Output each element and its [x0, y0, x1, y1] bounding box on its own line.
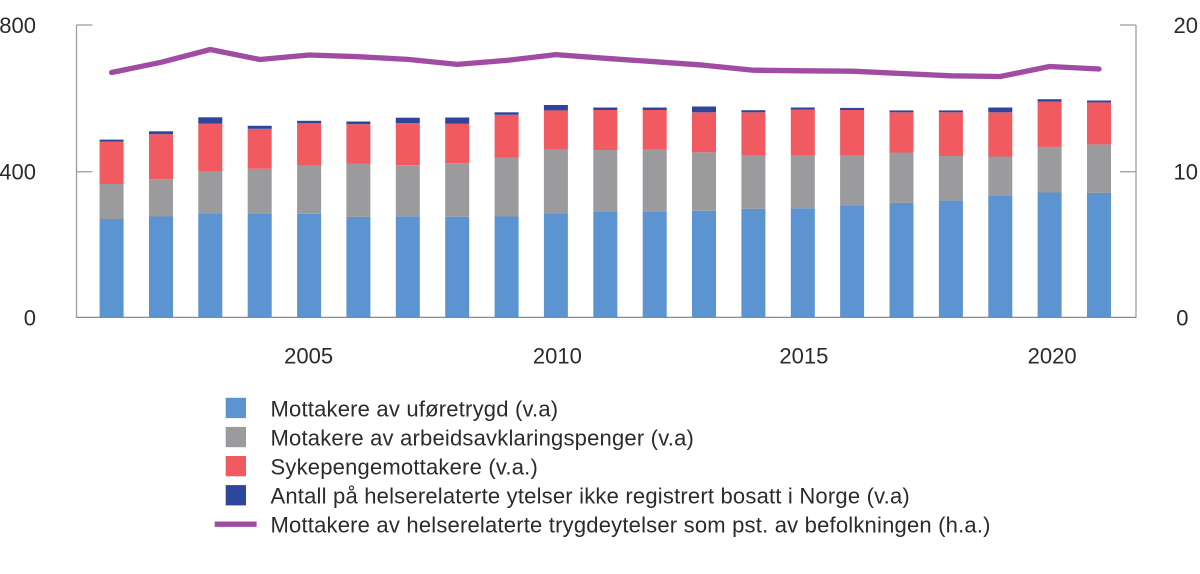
svg-text:400: 400	[0, 160, 36, 185]
svg-text:2010: 2010	[533, 343, 582, 368]
svg-text:20: 20	[1174, 13, 1198, 38]
svg-text:Mottakere av uføretrygd (v.a): Mottakere av uføretrygd (v.a)	[271, 396, 559, 421]
svg-text:2020: 2020	[1028, 343, 1077, 368]
svg-text:0: 0	[1176, 305, 1188, 330]
svg-text:800: 800	[0, 13, 36, 38]
svg-text:Sykepengemottakere (v.a.): Sykepengemottakere (v.a.)	[271, 455, 539, 480]
svg-text:2015: 2015	[779, 343, 828, 368]
svg-text:2005: 2005	[284, 343, 333, 368]
svg-text:10: 10	[1174, 160, 1198, 185]
svg-text:0: 0	[24, 305, 36, 330]
svg-text:Mottakere av helserelaterte tr: Mottakere av helserelaterte trygdeytelse…	[271, 513, 991, 538]
svg-text:Antall på helserelaterte ytels: Antall på helserelaterte ytelser ikke re…	[271, 484, 910, 509]
svg-text:Motakere av arbeidsavklaringsp: Motakere av arbeidsavklaringspenger (v.a…	[271, 425, 695, 450]
